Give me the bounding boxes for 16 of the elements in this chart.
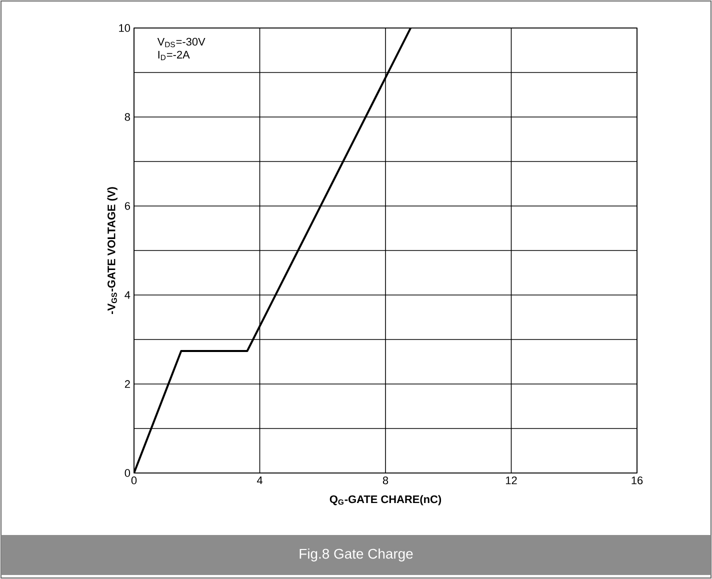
annotation: I$_{D}$=-2A — [158, 50, 190, 60]
annotation: V$_{DS}$=-30V — [157, 38, 206, 48]
x-tick-label: 8 — [382, 476, 388, 484]
x-tick-label: 16 — [632, 476, 643, 484]
y-tick-label: 4 — [124, 291, 130, 299]
caption: Fig.8 Gate Charge — [300, 548, 413, 562]
y-tick-label: 10 — [119, 24, 130, 32]
y-axis-title: -V$_{GS}$-GATE VOLTAGE (V) — [107, 187, 118, 314]
y-tick-label: 0 — [124, 469, 130, 477]
y-tick-label: 2 — [124, 380, 130, 388]
y-tick-label: 8 — [124, 113, 130, 121]
x-tick-label: 0 — [131, 476, 137, 484]
x-tick-label: 12 — [506, 476, 517, 484]
y-tick-label: 6 — [124, 202, 130, 210]
x-axis-title: Q$_{G}$-GATE CHARE(nC) — [330, 495, 442, 506]
x-tick-label: 4 — [256, 476, 262, 484]
